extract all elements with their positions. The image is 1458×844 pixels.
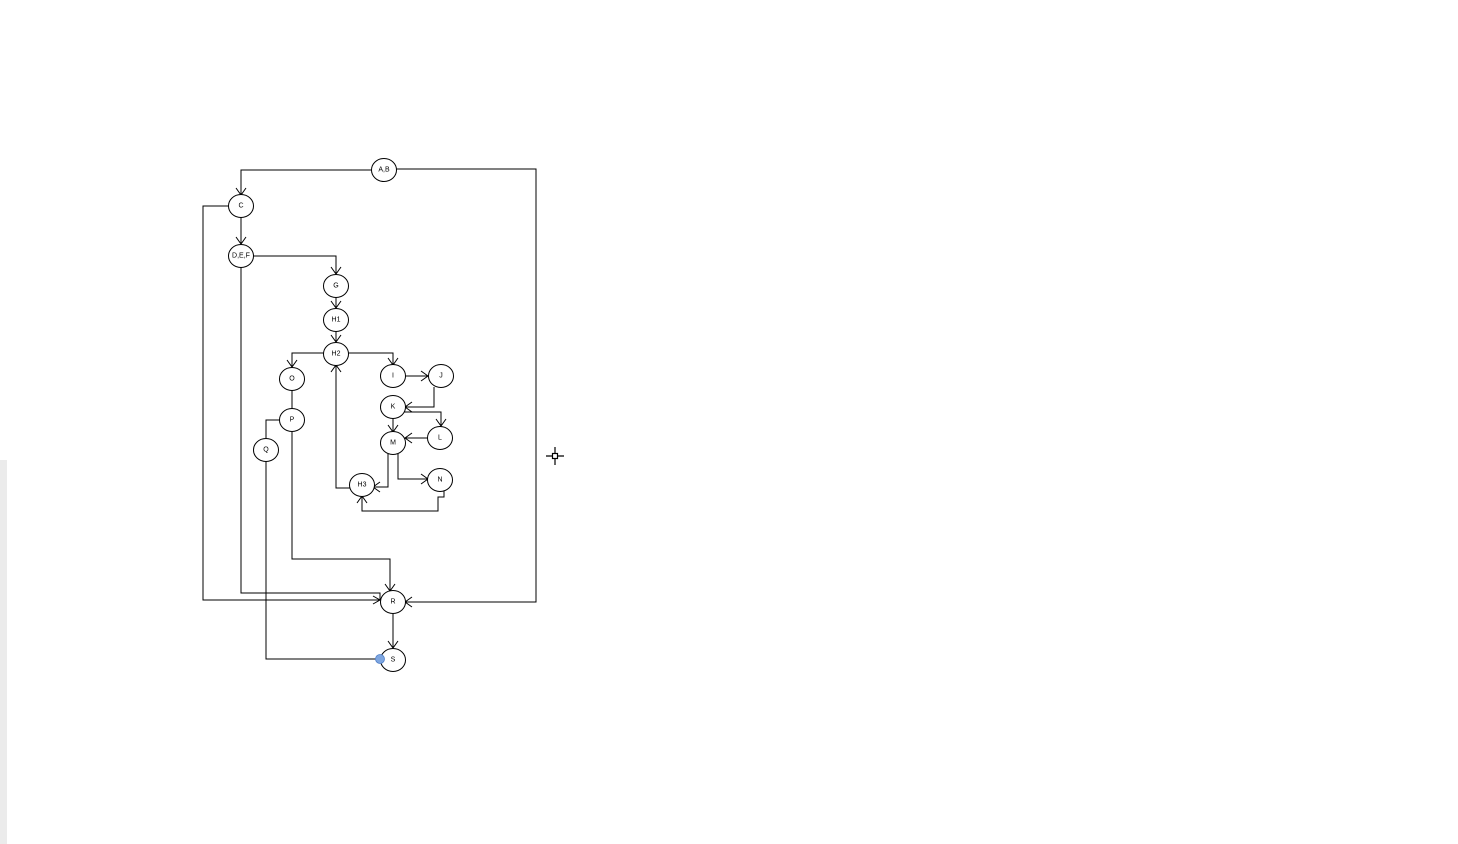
edge-k-l (404, 411, 442, 426)
node-def: D,E,F (228, 244, 254, 268)
node-label: C (238, 203, 243, 210)
node-n: N (427, 468, 453, 492)
node-ab: A,B (371, 158, 397, 182)
edge-def-g (253, 255, 337, 274)
node-label: Q (263, 447, 269, 454)
node-label: H2 (332, 351, 341, 358)
node-label: H1 (332, 317, 341, 324)
node-j: J (428, 364, 454, 388)
left-panel-edge (0, 460, 7, 844)
nodes: A,B C D,E,F G H1 H2 O I (228, 158, 454, 672)
node-label: N (437, 477, 442, 484)
node-label: D,E,F (232, 253, 250, 260)
move-cursor-icon (546, 447, 564, 465)
edge-h2-i (348, 352, 394, 365)
edge-def-r (240, 267, 381, 600)
edge-j-k (405, 387, 435, 408)
connector-handle[interactable] (375, 654, 385, 664)
edge-q-s (265, 461, 381, 660)
node-i: I (380, 364, 406, 388)
node-label: S (391, 657, 396, 664)
node-label: L (438, 435, 442, 442)
edge-n-h3 (361, 490, 445, 512)
node-label: I (392, 373, 394, 380)
node-label: K (391, 404, 396, 411)
node-m: M (380, 431, 406, 455)
node-h1: H1 (323, 308, 349, 332)
arrowhead (404, 432, 413, 444)
edge-ab-r (396, 168, 537, 603)
node-label: H3 (358, 482, 367, 489)
node-label: O (289, 376, 295, 383)
node-h2: H2 (323, 342, 349, 366)
node-p: P (279, 408, 305, 432)
node-o: O (279, 367, 305, 391)
node-g: G (323, 274, 349, 298)
node-label: R (390, 599, 395, 606)
edge-m-h3 (373, 454, 389, 488)
node-r: R (380, 590, 406, 614)
node-label: G (333, 283, 338, 290)
edge-h2-o (291, 352, 324, 367)
edge-p-q (265, 419, 280, 438)
node-c: C (228, 194, 254, 218)
node-k: K (380, 395, 406, 419)
node-label: P (290, 417, 295, 424)
edge-m-n (397, 454, 428, 480)
arrowhead (372, 595, 382, 605)
edge-p-r (291, 432, 391, 591)
edge-h3-h2 (335, 365, 350, 489)
node-l: L (427, 426, 453, 450)
edge-ab-c (240, 169, 371, 195)
node-h3: H3 (349, 473, 375, 497)
node-q: Q (253, 438, 279, 462)
arrowhead (435, 418, 447, 427)
edge-c-r (202, 205, 380, 601)
node-label: A,B (378, 167, 390, 174)
edges (202, 168, 537, 660)
node-label: M (390, 440, 396, 447)
node-label: J (439, 373, 443, 380)
